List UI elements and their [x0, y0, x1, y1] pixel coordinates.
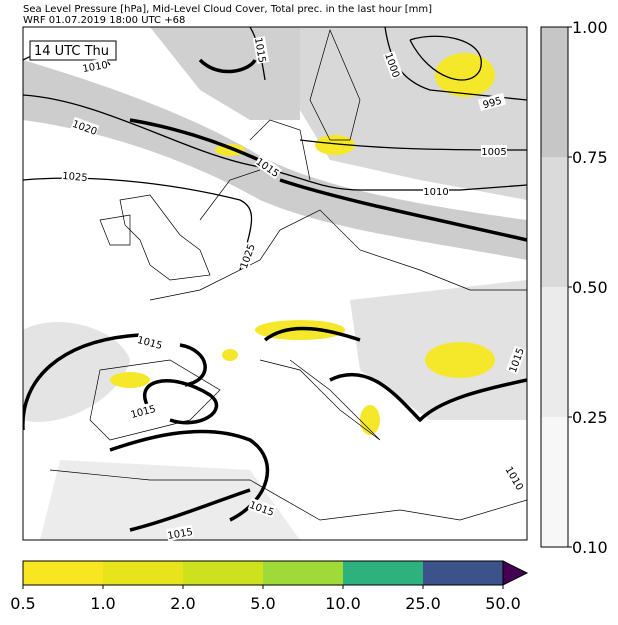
isobar-label-group: 1015 — [166, 524, 194, 542]
isobar-label-bg — [236, 241, 258, 271]
colorbar-segment — [343, 561, 423, 585]
isobar-label-group: 1010 — [81, 57, 109, 75]
coastline — [49, 469, 527, 521]
colorbar-tick-label: 25.0 — [405, 594, 441, 613]
colorbar-segment — [541, 157, 568, 287]
isobar-label-bg — [423, 185, 449, 197]
colorbar-segment — [423, 561, 503, 585]
colorbar-tick-label: 1.00 — [572, 18, 608, 37]
colorbar-extend — [502, 560, 529, 586]
isobar-label: 1010 — [82, 60, 109, 75]
isobar-label: 1005 — [481, 147, 506, 158]
isobar-label-bg — [252, 36, 270, 64]
isobar-label-bg — [505, 345, 527, 375]
isobar-label-bg — [253, 154, 283, 180]
coastline — [89, 28, 527, 441]
isobar-label: 1015 — [167, 527, 194, 542]
isobar-label-bg — [135, 332, 165, 352]
colorbar-tick-label: 5.0 — [250, 594, 275, 613]
colorbar-tick-label: 0.50 — [572, 278, 608, 297]
colorbar-segment — [23, 561, 103, 585]
isobar-label-bg — [70, 116, 100, 138]
isobar-label-bg — [247, 497, 277, 519]
title-line: Sea Level Pressure [hPa], Mid-Level Clou… — [23, 4, 432, 15]
isobar-label-group: 1010 — [423, 185, 449, 198]
colorbar-tick-label: 0.75 — [572, 148, 608, 167]
isobar-label-bg — [128, 401, 158, 421]
isobar-label-bg — [61, 168, 89, 184]
title-line: WRF 01.07.2019 18:00 UTC +68 — [23, 15, 185, 26]
isobar-1015 — [23, 58, 527, 532]
isobar-label-group: 1025 — [61, 168, 89, 184]
isobar-label: 995 — [482, 96, 503, 112]
isobar-label-bg — [477, 92, 507, 112]
isobar-label: 1015 — [252, 37, 267, 64]
isobar-label-bg — [481, 145, 507, 157]
colorbar-tick-label: 50.0 — [485, 594, 521, 613]
colorbar-segment — [103, 561, 183, 585]
isobar-label-group: 1015 — [252, 36, 270, 64]
colorbar-tick-label: 0.25 — [572, 408, 608, 427]
map-frame — [22, 26, 528, 541]
colorbar-tick-label: 1.0 — [90, 594, 115, 613]
colorbar-segment — [541, 27, 568, 157]
coastline — [99, 194, 211, 281]
colorbar-segment — [263, 561, 343, 585]
time-label: 14 UTC Thu — [34, 44, 109, 59]
colorbar-tick-label: 0.10 — [572, 538, 608, 557]
time-label-box — [29, 40, 117, 61]
isobar-label-group: 1005 — [481, 145, 507, 158]
colorbar-segment — [183, 561, 263, 585]
isobar-label-group: 995 — [477, 92, 507, 112]
isobar-label: 1025 — [62, 171, 88, 184]
colorbar-tick-label: 2.0 — [170, 594, 195, 613]
isobar-label-bg — [382, 50, 404, 80]
cloud-area — [23, 321, 130, 422]
isobar-label-bg — [503, 463, 527, 493]
isobar-label-bg — [81, 57, 109, 75]
isobar-label-bg — [166, 524, 194, 542]
colorbar-segment — [541, 287, 568, 417]
colorbar-segment — [541, 417, 568, 547]
isobar-label: 1010 — [423, 187, 448, 198]
precip-area — [110, 53, 495, 435]
colorbar-tick-label: 10.0 — [325, 594, 361, 613]
colorbar-tick-label: 0.5 — [10, 594, 35, 613]
